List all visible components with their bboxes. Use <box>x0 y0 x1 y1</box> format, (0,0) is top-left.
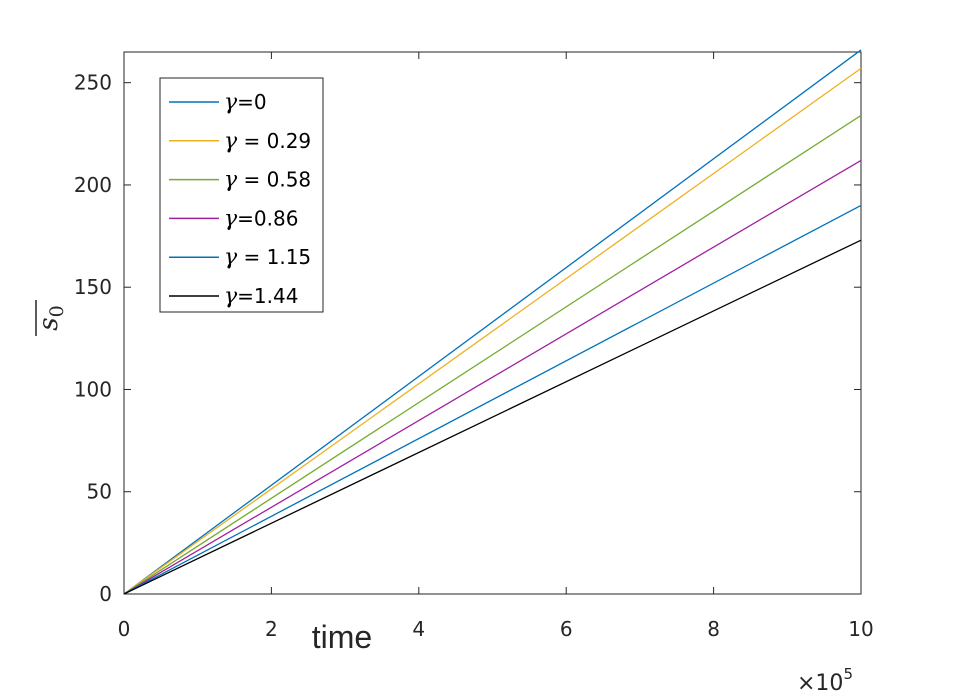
legend-value: = 1.15 <box>237 245 311 269</box>
x-axis-exponent: ×105 <box>797 665 853 696</box>
legend-value: =0.86 <box>237 206 298 230</box>
legend-gamma-symbol: γ <box>224 90 238 115</box>
y-tick-label: 150 <box>74 275 112 299</box>
legend-box <box>159 77 324 313</box>
series-line-6 <box>123 239 862 595</box>
legend-value: =1.44 <box>237 284 298 308</box>
x-tick-label: 4 <box>412 617 425 641</box>
legend-gamma-symbol: γ <box>224 206 238 231</box>
y-axis-label-subscript: 0 <box>46 305 68 317</box>
x-axis-exponent-prefix: ×10 <box>797 671 843 696</box>
y-tick-label: 0 <box>99 582 112 606</box>
x-axis-exponent-power: 5 <box>843 665 853 683</box>
series-line-3 <box>123 114 862 595</box>
series-line-4 <box>123 159 862 595</box>
legend-entry-4: γ=0.86 <box>224 206 298 231</box>
x-axis-label: time <box>312 619 372 655</box>
legend-value: =0 <box>237 90 266 114</box>
legend-entry-2: γ = 0.29 <box>224 129 311 154</box>
legend-gamma-symbol: γ <box>224 284 238 309</box>
y-tick-label: 200 <box>74 173 112 197</box>
legend-gamma-symbol: γ <box>224 245 238 270</box>
legend-entry-6: γ=1.44 <box>224 284 298 309</box>
y-axis-label: s0 <box>34 300 68 336</box>
x-tick-label: 2 <box>265 617 278 641</box>
x-axis: 0 2 4 6 8 10 <box>118 52 874 641</box>
series-line-1 <box>123 49 862 595</box>
y-axis-label-base: s <box>34 317 64 330</box>
legend-entry-1: γ=0 <box>224 90 267 115</box>
legend-gamma-symbol: γ <box>224 168 238 193</box>
legend-entry-3: γ = 0.58 <box>224 168 311 193</box>
x-tick-label: 10 <box>848 617 873 641</box>
legend: γ=0γ = 0.29γ = 0.58γ=0.86γ = 1.15γ=1.44 <box>159 77 324 313</box>
x-tick-label: 0 <box>118 617 131 641</box>
y-axis: 0 50 100 150 200 250 <box>74 71 861 606</box>
series-line-2 <box>123 67 862 595</box>
y-tick-label: 50 <box>87 480 112 504</box>
series-line-5 <box>123 204 862 595</box>
legend-value: = 0.58 <box>237 168 311 192</box>
x-tick-label: 8 <box>707 617 720 641</box>
y-tick-label: 100 <box>74 377 112 401</box>
legend-gamma-symbol: γ <box>224 129 238 154</box>
legend-value: = 0.29 <box>237 129 311 153</box>
series-layer <box>123 49 862 595</box>
x-tick-label: 6 <box>560 617 573 641</box>
legend-entry-5: γ = 1.15 <box>224 245 311 270</box>
y-tick-label: 250 <box>74 71 112 95</box>
svg-text:s0: s0 <box>34 305 68 330</box>
